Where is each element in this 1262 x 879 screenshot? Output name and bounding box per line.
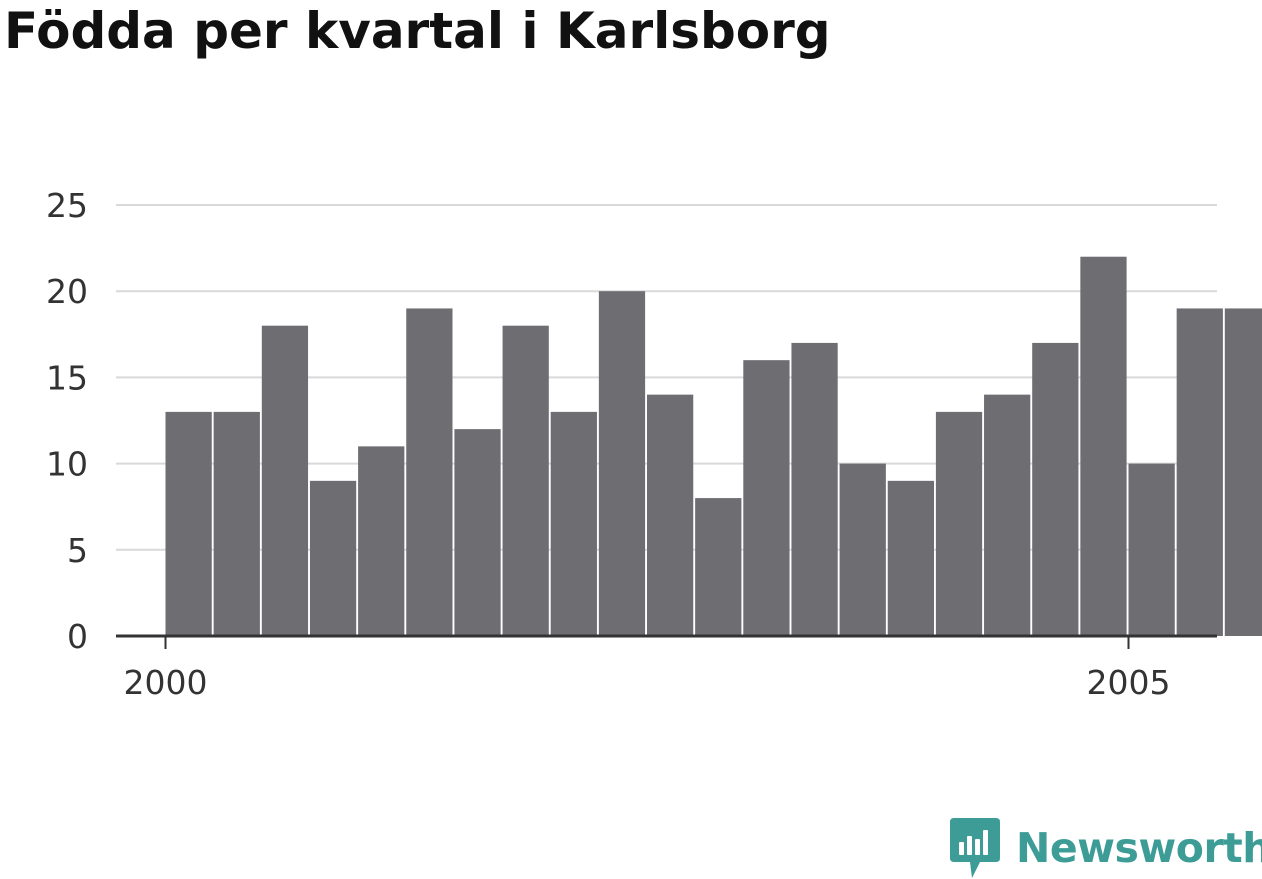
bar xyxy=(1032,342,1079,636)
y-tick-label: 15 xyxy=(46,358,88,397)
bar xyxy=(1128,463,1175,636)
bar xyxy=(1080,256,1127,636)
bar xyxy=(309,480,357,636)
bar xyxy=(502,325,549,636)
bar xyxy=(213,411,260,636)
x-tick-label: 2005 xyxy=(1087,663,1171,702)
bar xyxy=(935,411,983,636)
bar xyxy=(165,411,212,636)
y-tick-label: 20 xyxy=(46,272,88,311)
bar xyxy=(358,446,405,636)
bar xyxy=(984,394,1031,636)
brand-logo: Newsworthy xyxy=(950,818,1262,878)
bar xyxy=(261,325,309,636)
y-axis-ticks: 0 5 10 15 20 25 xyxy=(46,186,88,656)
bars xyxy=(165,256,1262,636)
bar xyxy=(695,498,742,636)
bar xyxy=(550,411,597,636)
bar xyxy=(839,463,886,636)
x-tick-label: 2000 xyxy=(124,663,208,702)
newsworthy-logo-icon xyxy=(950,818,1000,878)
bar xyxy=(406,308,453,636)
y-tick-label: 10 xyxy=(46,445,88,484)
bar xyxy=(647,394,694,636)
chart-title: Födda per kvartal i Karlsborg xyxy=(4,2,831,60)
bar xyxy=(887,480,934,636)
bar xyxy=(598,291,646,636)
brand-name: Newsworthy xyxy=(1016,824,1262,872)
bar xyxy=(791,342,838,636)
bar xyxy=(454,429,501,636)
x-axis-ticks: 200020052010201520202025 xyxy=(124,636,1171,702)
bar xyxy=(1224,308,1262,636)
y-tick-label: 5 xyxy=(67,531,88,570)
y-tick-label: 25 xyxy=(46,186,88,225)
bar xyxy=(1176,308,1223,636)
y-tick-label: 0 xyxy=(67,617,88,656)
bar xyxy=(743,360,790,636)
